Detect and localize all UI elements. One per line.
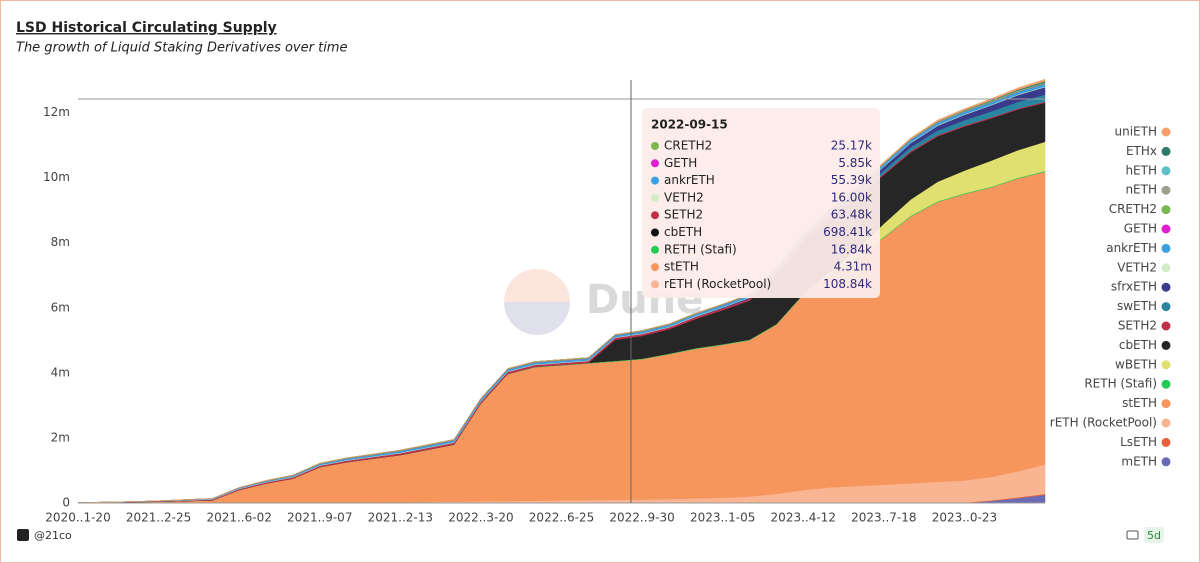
tooltip-value: 108.84k bbox=[823, 277, 872, 291]
tooltip-name: rETH (RocketPool) bbox=[664, 277, 771, 291]
legend-label: sfrxETH bbox=[1111, 280, 1157, 294]
tooltip-marker bbox=[651, 176, 659, 185]
watermark-logo bbox=[504, 302, 570, 335]
x-tick-label: 2022..9-30 bbox=[609, 511, 674, 525]
refresh: 5d bbox=[1147, 529, 1161, 542]
legend-label: rETH (RocketPool) bbox=[1050, 416, 1157, 430]
y-tick-label: 12m bbox=[43, 105, 70, 119]
legend-label: SETH2 bbox=[1118, 319, 1157, 333]
legend-marker bbox=[1161, 321, 1171, 331]
tooltip-value: 63.48k bbox=[831, 208, 872, 222]
tooltip-name: cbETH bbox=[664, 225, 702, 239]
legend-marker bbox=[1161, 127, 1171, 137]
legend-marker bbox=[1161, 437, 1171, 447]
tooltip-marker bbox=[651, 280, 659, 289]
tooltip-marker bbox=[651, 228, 659, 237]
x-tick-label: 2023..4-12 bbox=[771, 511, 836, 525]
legend-marker bbox=[1161, 224, 1171, 234]
legend-marker bbox=[1161, 282, 1171, 292]
legend-label: cbETH bbox=[1119, 338, 1157, 352]
footer: @21co 5d bbox=[17, 527, 1164, 543]
y-tick-label: 8m bbox=[51, 235, 70, 249]
tooltip-value: 698.41k bbox=[823, 225, 872, 239]
chart-subtitle: The growth of Liquid Staking Derivatives… bbox=[16, 41, 347, 56]
tooltip-name: ankrETH bbox=[664, 173, 715, 187]
legend-label: mETH bbox=[1121, 454, 1157, 468]
y-tick-label: 2m bbox=[51, 430, 70, 444]
x-tick-label: 2023..0-23 bbox=[932, 511, 997, 525]
x-tick-label: 2023..1-05 bbox=[690, 511, 755, 525]
legend-label: wBETH bbox=[1115, 357, 1157, 371]
legend-marker bbox=[1161, 379, 1171, 389]
legend-marker bbox=[1161, 243, 1171, 253]
legend-label: nETH bbox=[1125, 183, 1157, 197]
legend-label: LsETH bbox=[1120, 435, 1157, 449]
tooltip-name: VETH2 bbox=[664, 190, 704, 204]
legend-marker bbox=[1161, 340, 1171, 350]
tooltip-title: 2022-09-15 bbox=[651, 118, 728, 132]
legend-label: GETH bbox=[1124, 222, 1157, 236]
legend-label: hETH bbox=[1125, 163, 1157, 177]
tooltip-marker bbox=[651, 193, 659, 202]
legend-label: swETH bbox=[1117, 299, 1157, 313]
legend-label: VETH2 bbox=[1117, 260, 1157, 274]
legend-marker bbox=[1161, 302, 1171, 312]
y-tick-label: 4m bbox=[51, 365, 70, 379]
tooltip-value: 4.31m bbox=[834, 260, 872, 274]
legend-marker bbox=[1161, 360, 1171, 370]
x-tick-label: 2020..1-20 bbox=[45, 511, 110, 525]
x-tick-label: 2023..7-18 bbox=[851, 511, 916, 525]
tooltip-name: CRETH2 bbox=[664, 139, 712, 153]
tooltip: 2022-09-15 CRETH2 25.17k GETH 5.85k ankrETH 5… bbox=[642, 108, 880, 298]
plot: 0 2m 4m 6m 8m 10m 12m 2020..1-20 2021..2-25 2021.… bbox=[43, 78, 1171, 525]
tooltip-marker bbox=[651, 245, 659, 254]
tooltip-marker bbox=[651, 142, 659, 150]
tooltip-value: 16.84k bbox=[831, 242, 872, 256]
legend-marker bbox=[1161, 146, 1171, 156]
camera-icon[interactable] bbox=[1126, 530, 1139, 540]
tooltip-value: 55.39k bbox=[831, 173, 872, 187]
x-tick-label: 2021..6-02 bbox=[206, 511, 271, 525]
y-tick-label: 10m bbox=[43, 170, 70, 184]
x-tick-label: 2022..3-20 bbox=[448, 511, 513, 525]
refresh-badge bbox=[1144, 527, 1164, 543]
tooltip-marker bbox=[651, 211, 659, 220]
tooltip-value: 16.00k bbox=[831, 190, 872, 204]
chart-title: LSD Historical Circulating Supply bbox=[16, 20, 277, 36]
x-tick-label: 2021..2-13 bbox=[368, 511, 433, 525]
legend-marker bbox=[1161, 457, 1171, 467]
legend-marker bbox=[1161, 418, 1171, 428]
tooltip-name: stETH bbox=[664, 260, 699, 274]
y-tick-label: 6m bbox=[51, 300, 70, 314]
legend-marker bbox=[1161, 263, 1171, 273]
tooltip-value: 25.17k bbox=[831, 139, 872, 153]
x-tick-label: 2021..9-07 bbox=[287, 511, 352, 525]
legend-marker bbox=[1161, 166, 1171, 176]
tooltip-value: 5.85k bbox=[838, 156, 872, 170]
legend-marker bbox=[1161, 205, 1171, 215]
y-tick-label: 0 bbox=[62, 496, 70, 510]
tooltip-marker bbox=[651, 263, 659, 272]
x-tick-label: 2022..6-25 bbox=[529, 511, 594, 525]
tooltip-marker bbox=[651, 159, 659, 168]
legend-label: CRETH2 bbox=[1109, 202, 1157, 216]
legend-label: RETH (Stafi) bbox=[1084, 377, 1157, 391]
author: @21co bbox=[34, 529, 72, 542]
legend-label: ankrETH bbox=[1106, 241, 1157, 255]
tooltip-name: GETH bbox=[664, 156, 697, 170]
legend-label: ETHx bbox=[1126, 144, 1157, 158]
tooltip-name: RETH (Stafi) bbox=[664, 242, 737, 256]
tooltip-name: SETH2 bbox=[664, 208, 703, 222]
author-icon bbox=[17, 529, 29, 541]
legend-marker bbox=[1161, 185, 1171, 195]
tooltip-box bbox=[642, 108, 880, 298]
legend-marker bbox=[1161, 399, 1171, 409]
legend-label: stETH bbox=[1122, 396, 1157, 410]
legend-label: uniETH bbox=[1115, 125, 1157, 139]
x-tick-label: 2021..2-25 bbox=[126, 511, 191, 525]
area bbox=[77, 78, 1046, 503]
watermark-logo bbox=[504, 269, 570, 302]
